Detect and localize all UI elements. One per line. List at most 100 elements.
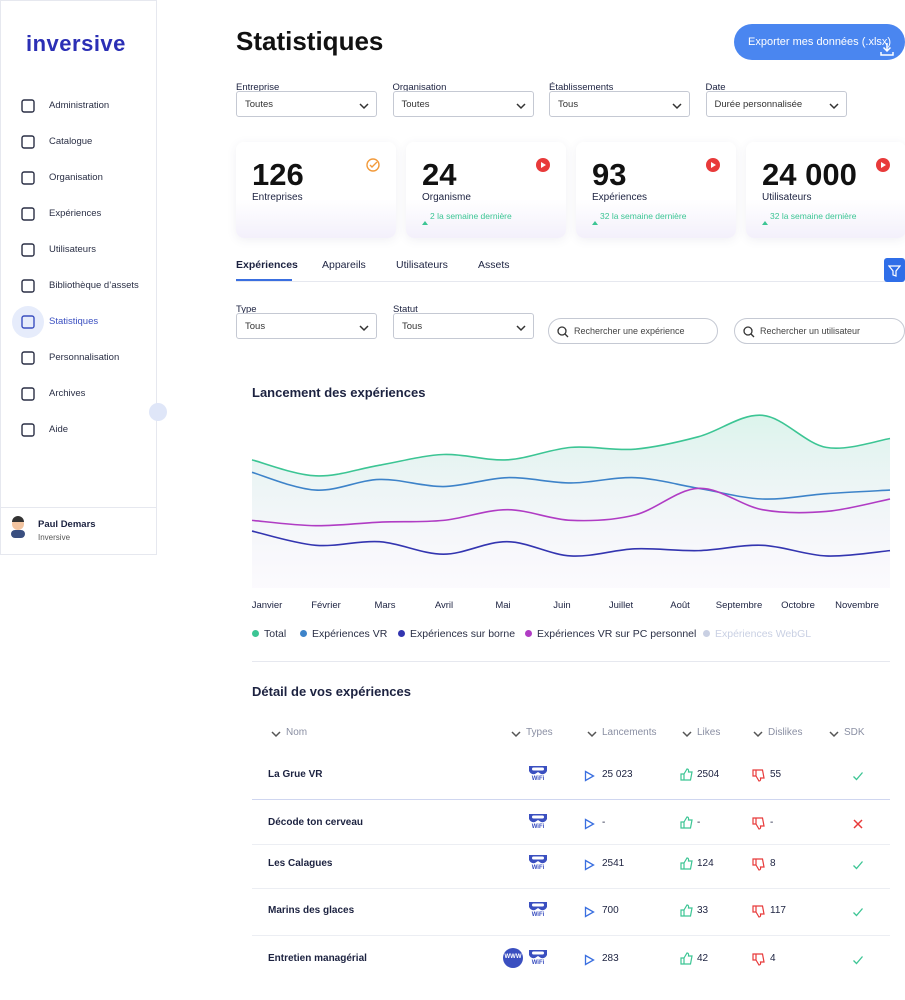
status-icon: [366, 158, 380, 177]
nav-item[interactable]: Organisation: [49, 172, 103, 183]
legend-label[interactable]: Expériences VR: [312, 628, 388, 640]
dislikes: 117: [770, 905, 786, 916]
search-box[interactable]: Rechercher une expérience: [548, 318, 718, 344]
legend-label[interactable]: Expériences WebGL: [715, 628, 812, 640]
sort-chevron-part: [271, 731, 281, 738]
x-tick-label: Juin: [553, 600, 571, 611]
nav-icon-part: [21, 135, 35, 149]
select[interactable]: Toutes: [392, 91, 534, 117]
select[interactable]: Toutes: [236, 91, 377, 117]
sdk-cross-part: [853, 819, 863, 829]
download-icon-part: [880, 43, 894, 56]
column-header[interactable]: Types: [526, 727, 553, 738]
sdk-check-part: [853, 908, 863, 917]
kpi-delta: 32 la semaine dernière: [600, 211, 687, 221]
play-icon: [584, 858, 595, 876]
filter-label: Type: [236, 304, 257, 315]
dislike-icon: [752, 858, 765, 876]
column-header[interactable]: Lancements: [602, 727, 657, 738]
play-icon-part: [584, 818, 595, 830]
tab[interactable]: Assets: [478, 259, 510, 271]
sort-chevron-part: [587, 731, 597, 738]
select-value: Toutes: [401, 99, 430, 110]
type-icon: WiFi: [527, 852, 549, 876]
column-header[interactable]: Likes: [697, 727, 721, 738]
dislike-icon-part: [752, 905, 765, 918]
kpi-label: Organisme: [422, 192, 471, 203]
sort-chevron-part: [271, 731, 281, 738]
export-button[interactable]: Exporter mes données (.xlsx): [734, 24, 905, 60]
nav-item[interactable]: Personnalisation: [49, 352, 120, 363]
dislikes: 4: [770, 953, 776, 964]
export-label: Exporter mes données (.xlsx): [748, 36, 892, 48]
select-value: Tous: [558, 99, 579, 110]
nav-icon-part: [21, 171, 35, 185]
nav-item[interactable]: Catalogue: [49, 136, 93, 147]
nav-item[interactable]: Expériences: [49, 208, 102, 219]
tab-divider: [236, 281, 890, 282]
nav-item[interactable]: Statistiques: [49, 316, 99, 327]
nav-icon-part: [21, 243, 35, 257]
tab[interactable]: Appareils: [322, 259, 366, 271]
type-label: WiFi: [531, 960, 545, 966]
column-header[interactable]: SDK: [844, 727, 865, 738]
row-divider: [252, 935, 890, 936]
x-tick-label: Septembre: [715, 600, 763, 611]
play-icon-part: [584, 954, 595, 966]
nav-item[interactable]: Archives: [49, 388, 86, 399]
play-icon-part: [584, 770, 595, 782]
legend-label[interactable]: Expériences VR sur PC personnel: [537, 628, 697, 640]
select[interactable]: Tous: [393, 313, 534, 339]
chevron-part: [516, 325, 526, 332]
nav-item[interactable]: Bibliothèque d’assets: [49, 280, 139, 291]
type-icon: WWW: [502, 947, 524, 971]
column-header[interactable]: Dislikes: [768, 727, 803, 738]
select[interactable]: Tous: [549, 91, 690, 117]
search-icon-part: [743, 326, 755, 338]
column-header[interactable]: Nom: [286, 727, 308, 738]
likes: 42: [697, 953, 709, 964]
chevron: [671, 99, 683, 117]
avatar-part: [11, 530, 25, 538]
nav-item[interactable]: Utilisateurs: [49, 244, 96, 255]
x-tick-label: Juillet: [608, 600, 634, 611]
select[interactable]: Durée personnalisée: [705, 91, 847, 117]
sdk-check: [852, 858, 864, 876]
type-label: WiFi: [531, 912, 545, 918]
nav-icon-part: [21, 387, 35, 401]
type-icon: WiFi: [527, 899, 549, 923]
select[interactable]: Tous: [236, 313, 377, 339]
chevron-part: [359, 103, 369, 110]
delta-arrow-part: [422, 221, 428, 225]
like-icon: [680, 816, 693, 834]
dislike-icon: [752, 953, 765, 971]
tab[interactable]: Utilisateurs: [396, 259, 448, 271]
search-icon: [557, 325, 569, 343]
likes: 33: [697, 905, 709, 916]
legend-label[interactable]: Total: [264, 628, 287, 640]
likes: 2504: [697, 769, 720, 780]
type-label: WiFi: [531, 865, 545, 871]
chevron: [358, 99, 370, 117]
play-icon: [584, 769, 595, 787]
tab[interactable]: Expériences: [236, 259, 298, 271]
status-icon: [876, 158, 890, 177]
search-box[interactable]: Rechercher un utilisateur: [734, 318, 905, 344]
nav-icon: [21, 351, 35, 370]
like-icon-part: [680, 857, 693, 870]
nav-item[interactable]: Administration: [49, 100, 110, 111]
headset-part: [532, 767, 544, 771]
legend-swatch: [525, 630, 532, 637]
collapse-btn[interactable]: [149, 403, 167, 421]
filter-button[interactable]: [884, 258, 905, 282]
sort-chevron: [510, 727, 522, 745]
search-icon-part: [557, 326, 567, 336]
row-name: Marins des glaces: [268, 905, 355, 916]
status-icon-part: [876, 158, 890, 172]
nav-item[interactable]: Aide: [49, 424, 69, 435]
user-company: Inversive: [38, 533, 71, 542]
legend-label[interactable]: Expériences sur borne: [410, 628, 516, 640]
kpi-label: Expériences: [592, 192, 648, 203]
play-icon: [584, 817, 595, 835]
sort-chevron-part: [587, 731, 597, 738]
